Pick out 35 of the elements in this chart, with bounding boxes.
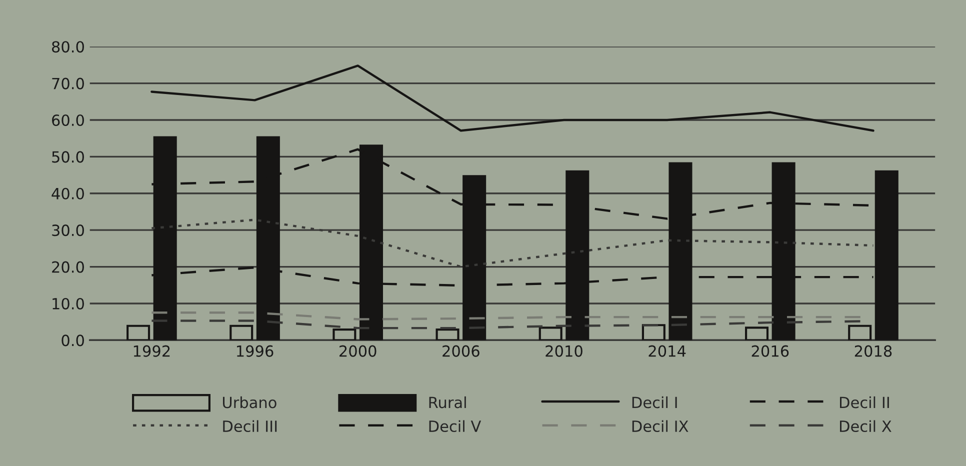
- legend-label: Urbano: [222, 396, 276, 408]
- y-tick-label: 10.0: [52, 298, 84, 310]
- x-tick-label: 2018: [854, 345, 892, 357]
- y-tick-label: 60.0: [52, 114, 84, 126]
- legend-label: Decil X: [840, 420, 892, 432]
- bar: [332, 328, 356, 340]
- y-tick-label: 80.0: [52, 41, 84, 53]
- x-tick-label: 2010: [546, 345, 582, 357]
- bar: [230, 324, 254, 340]
- x-tick-label: 2014: [648, 345, 686, 357]
- x-tick-label: 1992: [134, 345, 170, 357]
- x-tick-label: 2016: [752, 345, 789, 357]
- legend-label: Decil III: [223, 420, 277, 432]
- y-tick-label: 50.0: [52, 151, 84, 163]
- y-tick-label: 0.0: [62, 334, 84, 346]
- line-series: [150, 64, 874, 132]
- x-tick-label: 2000: [340, 345, 376, 357]
- bar: [436, 328, 460, 340]
- y-tick-label: 70.0: [52, 78, 84, 90]
- legend-label: Decil IX: [632, 420, 688, 432]
- bar: [744, 326, 769, 340]
- legend-label: Decil V: [429, 420, 482, 432]
- x-tick-label: 1996: [237, 345, 274, 357]
- bar: [642, 324, 666, 340]
- bar: [874, 170, 898, 340]
- legend-label: Rural: [429, 396, 466, 408]
- bar: [848, 324, 872, 340]
- legend-label: Decil II: [840, 396, 889, 408]
- bar: [538, 326, 562, 340]
- x-tick-label: 2006: [442, 345, 480, 357]
- y-tick-label: 20.0: [52, 261, 84, 273]
- y-tick-label: 40.0: [52, 188, 84, 200]
- bar: [126, 324, 150, 340]
- legend-label: Decil I: [632, 396, 677, 408]
- y-tick-label: 30.0: [52, 224, 84, 236]
